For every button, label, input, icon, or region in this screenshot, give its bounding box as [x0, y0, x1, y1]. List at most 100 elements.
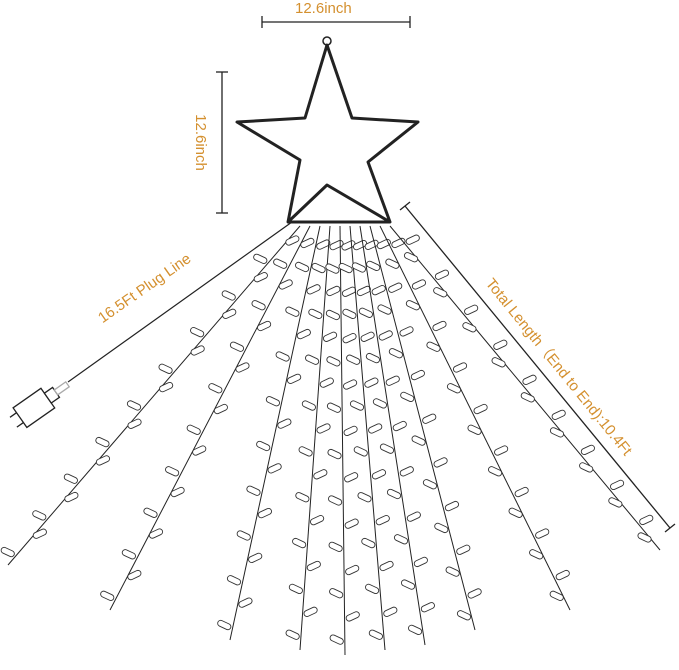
led-bulb: [277, 418, 292, 429]
led-bulb: [127, 569, 142, 581]
led-bulb: [379, 443, 395, 454]
led-bulb: [405, 300, 420, 311]
led-bulb: [388, 348, 403, 359]
led-bulb: [399, 466, 414, 477]
led-bulb: [308, 308, 323, 320]
led-bulb: [170, 486, 185, 498]
led-bulb: [226, 575, 242, 586]
width-dimension-line: [261, 16, 411, 28]
led-bulb: [444, 500, 460, 512]
led-bulb: [411, 435, 426, 446]
led-bulb: [352, 239, 368, 251]
led-bulb: [296, 328, 311, 340]
led-bulb: [342, 308, 357, 320]
led-bulb: [322, 331, 338, 342]
led-bulb: [327, 448, 342, 460]
led-bulb: [491, 357, 506, 368]
strand-wire: [299, 225, 331, 651]
star-height-label: 12.6inch: [191, 114, 209, 171]
led-bulb: [385, 258, 400, 269]
led-bulb: [357, 492, 372, 503]
led-bulb: [273, 258, 288, 269]
led-bulb: [329, 634, 344, 645]
led-bulb: [434, 269, 450, 280]
led-bulb: [338, 262, 353, 274]
led-bulb: [345, 564, 360, 576]
led-bulb: [313, 469, 328, 480]
led-bulb: [371, 285, 386, 296]
led-bulb: [368, 629, 383, 640]
led-bulb: [379, 560, 394, 572]
led-bulb: [222, 308, 237, 319]
strand-wire: [379, 225, 571, 611]
led-bulb: [316, 239, 331, 250]
led-bulb: [100, 590, 115, 601]
led-bulb: [246, 485, 261, 496]
led-bulb: [326, 402, 342, 413]
led-bulb: [192, 445, 207, 456]
led-bulb: [236, 530, 251, 541]
led-bulb: [121, 549, 136, 560]
led-bulb: [446, 383, 462, 394]
led-bulb: [316, 423, 331, 434]
led-bulb: [434, 522, 449, 534]
strand-wire: [109, 225, 311, 611]
led-bulb: [432, 320, 447, 332]
led-bulb: [285, 629, 300, 640]
led-bulb: [368, 423, 383, 434]
led-bulb: [253, 272, 268, 283]
led-bulb: [580, 444, 595, 456]
led-bulb: [452, 362, 468, 373]
led-bulb: [375, 515, 390, 526]
star-topper: [235, 43, 420, 224]
led-bulb: [213, 403, 228, 415]
led-bulb: [385, 375, 400, 386]
led-bulb: [63, 473, 78, 484]
led-bulb: [190, 327, 205, 338]
led-bulb: [0, 546, 15, 558]
light-strands: [0, 225, 661, 656]
led-bulb: [388, 282, 403, 293]
led-bulb: [251, 300, 266, 311]
led-bulb: [295, 261, 310, 273]
led-bulb: [351, 262, 366, 273]
led-bulb: [400, 579, 416, 590]
led-bulb: [365, 352, 380, 364]
led-bulb: [376, 238, 391, 250]
strand-wire: [359, 225, 426, 646]
led-bulb: [287, 373, 302, 384]
led-bulb: [329, 588, 344, 599]
led-bulb: [295, 492, 310, 503]
led-bulb: [305, 354, 320, 365]
led-bulb: [529, 549, 544, 560]
led-bulb: [328, 541, 343, 552]
led-bulb: [306, 284, 321, 295]
led-bulb: [426, 341, 441, 352]
strand-wire: [389, 225, 661, 551]
led-bulb: [408, 624, 423, 636]
led-bulb: [386, 488, 402, 500]
led-bulb: [285, 235, 300, 246]
strand-wire: [349, 225, 386, 651]
led-bulb: [257, 320, 272, 332]
led-bulb: [445, 566, 460, 577]
led-bulb: [343, 425, 358, 437]
led-bulb: [555, 569, 570, 581]
led-bulb: [275, 351, 290, 362]
led-bulb: [208, 383, 223, 394]
led-bulb: [292, 537, 307, 549]
led-bulb: [494, 445, 509, 456]
led-bulb: [520, 392, 535, 403]
led-bulb: [158, 363, 173, 374]
led-bulb: [579, 462, 594, 473]
led-bulb: [637, 532, 652, 543]
led-bulb: [165, 466, 180, 477]
led-bulb: [256, 440, 271, 452]
hanging-loop: [322, 36, 332, 46]
led-bulb: [535, 528, 550, 539]
led-bulb: [422, 479, 438, 490]
led-bulb: [32, 510, 47, 521]
led-bulb: [253, 253, 268, 264]
